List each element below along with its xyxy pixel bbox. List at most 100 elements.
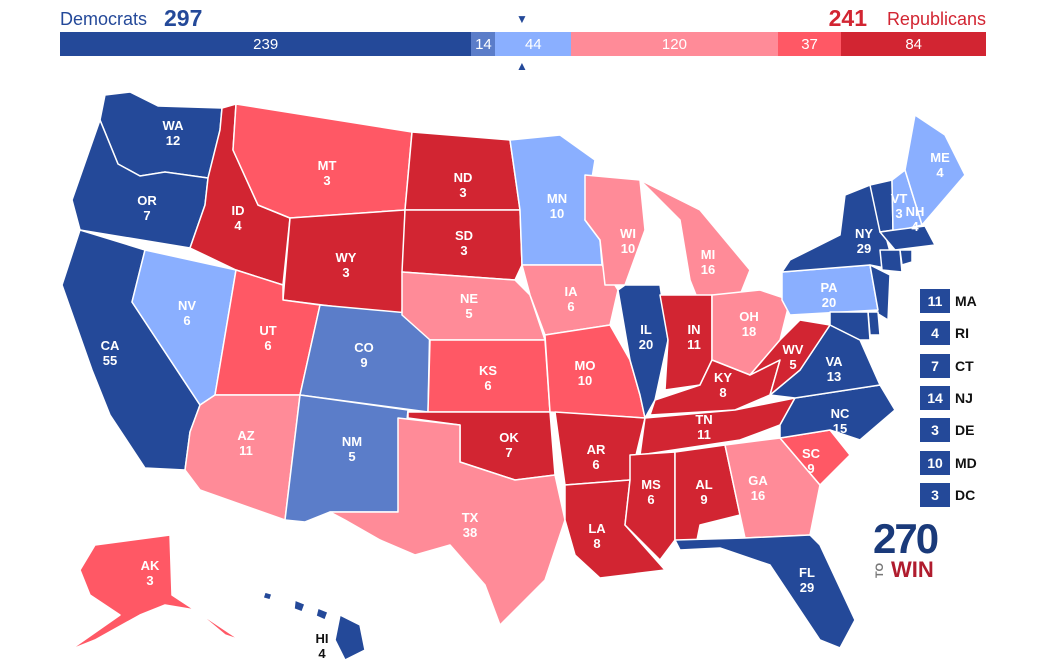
state-label-mt: MT3 bbox=[318, 158, 337, 188]
state-electoral-votes: 9 bbox=[807, 461, 814, 476]
small-state-ev-de[interactable]: 3 bbox=[920, 418, 950, 443]
state-abbr: VA bbox=[825, 354, 843, 369]
state-abbr: TX bbox=[462, 510, 479, 525]
state-abbr: NH bbox=[906, 204, 925, 219]
state-sd[interactable] bbox=[401, 209, 523, 281]
state-label-sc: SC9 bbox=[802, 446, 821, 476]
state-ma[interactable] bbox=[879, 225, 936, 251]
state-electoral-votes: 6 bbox=[264, 338, 271, 353]
state-ri[interactable] bbox=[899, 249, 913, 266]
small-state-ev-ct[interactable]: 7 bbox=[920, 353, 950, 378]
state-electoral-votes: 7 bbox=[143, 208, 150, 223]
state-label-vt: VT3 bbox=[891, 191, 908, 221]
state-abbr: NV bbox=[178, 298, 196, 313]
state-abbr: FL bbox=[799, 565, 815, 580]
state-wi[interactable] bbox=[584, 174, 646, 286]
state-electoral-votes: 11 bbox=[239, 443, 253, 458]
small-state-ev-ma[interactable]: 11 bbox=[920, 289, 950, 313]
state-abbr: KY bbox=[714, 370, 732, 385]
state-electoral-votes: 8 bbox=[719, 385, 726, 400]
small-state-ev-nj[interactable]: 14 bbox=[920, 385, 950, 410]
state-electoral-votes: 3 bbox=[459, 185, 466, 200]
state-electoral-votes: 11 bbox=[697, 427, 711, 442]
state-abbr: CO bbox=[354, 340, 374, 355]
state-label-wv: WV5 bbox=[783, 342, 804, 372]
tally-segment: 84 bbox=[841, 32, 986, 56]
state-abbr: KS bbox=[479, 363, 497, 378]
state-electoral-votes: 5 bbox=[348, 449, 355, 464]
state-abbr: NE bbox=[460, 291, 478, 306]
state-md[interactable] bbox=[829, 311, 871, 341]
small-state-ev-dc[interactable]: 3 bbox=[920, 482, 950, 507]
state-abbr: LA bbox=[588, 521, 606, 536]
state-wv[interactable] bbox=[749, 319, 831, 396]
state-electoral-votes: 4 bbox=[234, 218, 242, 233]
state-tx[interactable] bbox=[329, 417, 566, 626]
state-abbr: ID bbox=[232, 203, 245, 218]
state-label-la: LA8 bbox=[588, 521, 606, 551]
state-electoral-votes: 16 bbox=[751, 488, 765, 503]
state-ak[interactable] bbox=[69, 534, 241, 651]
small-state-ev-md[interactable]: 10 bbox=[920, 450, 950, 475]
state-label-ar: AR6 bbox=[587, 442, 606, 472]
state-electoral-votes: 6 bbox=[183, 313, 190, 328]
state-label-nv: NV6 bbox=[178, 298, 196, 328]
small-state-name-md: MD bbox=[955, 454, 977, 471]
state-ne[interactable] bbox=[401, 271, 546, 341]
democrats-total: 297 bbox=[164, 5, 203, 31]
state-fl[interactable] bbox=[674, 534, 856, 649]
270towin-logo: 270 TO WIN bbox=[873, 518, 945, 582]
state-label-co: CO9 bbox=[354, 340, 374, 370]
state-abbr: IN bbox=[688, 322, 701, 337]
state-abbr: CA bbox=[101, 338, 120, 353]
tally-segment: 239 bbox=[60, 32, 472, 56]
state-electoral-votes: 6 bbox=[647, 492, 654, 507]
small-state-ev-ri[interactable]: 4 bbox=[920, 321, 950, 346]
state-abbr: OR bbox=[137, 193, 157, 208]
state-electoral-votes: 3 bbox=[146, 573, 153, 588]
state-abbr: AL bbox=[695, 477, 712, 492]
state-label-ne: NE5 bbox=[460, 291, 478, 321]
state-abbr: WV bbox=[783, 342, 804, 357]
state-label-sd: SD3 bbox=[455, 228, 473, 258]
state-label-nm: NM5 bbox=[342, 434, 362, 464]
state-abbr: HI bbox=[316, 631, 329, 646]
state-me[interactable] bbox=[904, 114, 966, 226]
state-electoral-votes: 3 bbox=[342, 265, 349, 280]
state-electoral-votes: 4 bbox=[911, 219, 919, 234]
majority-marker-top-icon: ▼ bbox=[516, 12, 528, 26]
state-nj[interactable] bbox=[869, 264, 891, 321]
state-electoral-votes: 29 bbox=[800, 580, 814, 595]
state-electoral-votes: 6 bbox=[592, 457, 599, 472]
state-label-hi: HI4 bbox=[316, 631, 329, 661]
state-abbr: IA bbox=[565, 284, 579, 299]
majority-marker-bottom-icon: ▲ bbox=[516, 59, 528, 73]
state-hi[interactable] bbox=[315, 607, 329, 621]
state-abbr: MO bbox=[575, 358, 596, 373]
small-state-name-nj: NJ bbox=[955, 389, 973, 406]
state-hi[interactable] bbox=[293, 599, 306, 613]
state-or[interactable] bbox=[71, 119, 209, 249]
republicans-label: Republicans bbox=[886, 9, 986, 29]
state-label-ok: OK7 bbox=[499, 430, 519, 460]
state-abbr: TN bbox=[695, 412, 712, 427]
state-ct[interactable] bbox=[879, 249, 903, 273]
state-label-id: ID4 bbox=[232, 203, 245, 233]
tally-segment: 37 bbox=[777, 32, 842, 56]
state-hi[interactable] bbox=[262, 591, 273, 601]
state-hi[interactable] bbox=[334, 614, 366, 661]
tally-segment: 14 bbox=[471, 32, 496, 56]
state-label-ak: AK3 bbox=[141, 558, 160, 588]
state-nm[interactable] bbox=[284, 394, 409, 523]
state-abbr: SC bbox=[802, 446, 821, 461]
state-abbr: MT bbox=[318, 158, 337, 173]
state-electoral-votes: 5 bbox=[789, 357, 796, 372]
